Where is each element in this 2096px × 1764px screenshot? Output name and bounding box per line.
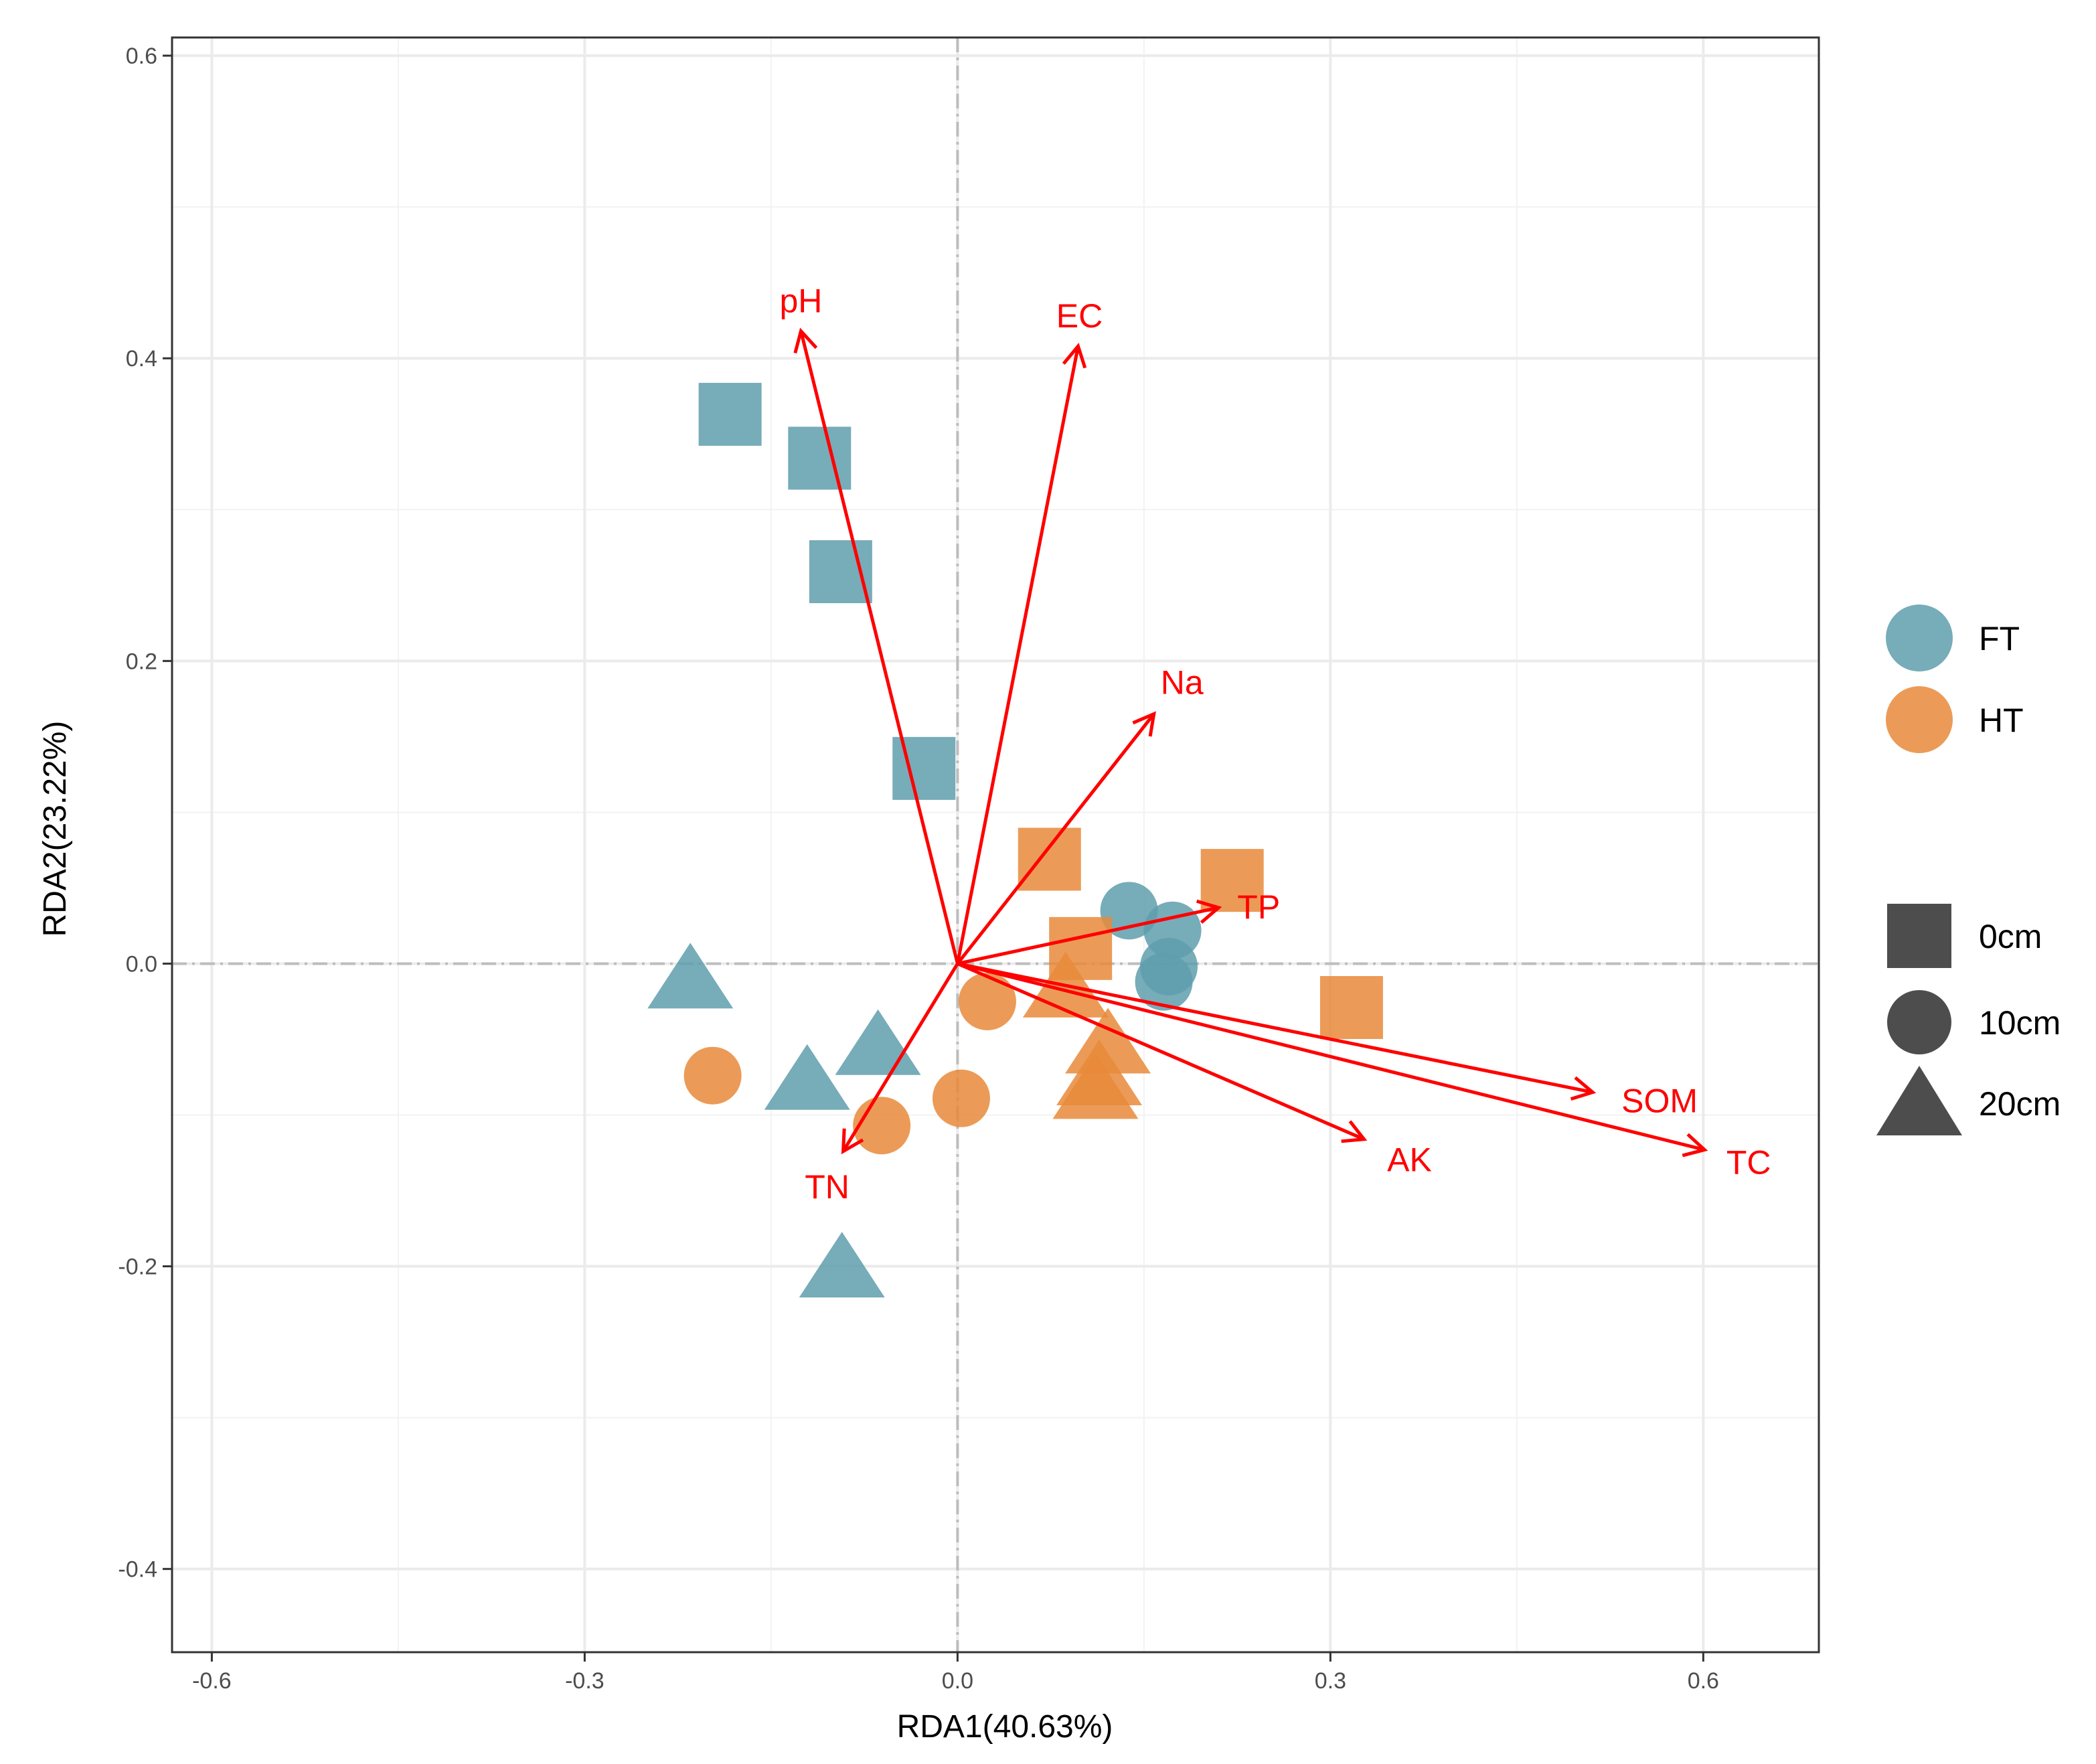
data-point-ft-10cm: [1135, 953, 1193, 1011]
vector-arrowhead-som: [1570, 1076, 1597, 1101]
x-tick-label: 0.0: [942, 1668, 973, 1694]
vector-arrowhead-ak: [1341, 1120, 1368, 1143]
vector-label-ak: AK: [1387, 1141, 1432, 1179]
legend-label-ft: FT: [1979, 620, 2020, 657]
panel-border: [171, 36, 1820, 1654]
data-point-ht-0cm: [1200, 849, 1264, 912]
vector-line-ph: [799, 330, 959, 965]
axes: -0.6 -0.3 0.0 0.3 0.6 -0.4 -0.2 0.0 0.2 0.4 0.6: [118, 36, 1820, 1694]
vector-label-tn: TN: [805, 1168, 850, 1206]
x-tick-label: -0.6: [192, 1668, 232, 1694]
legend-label-0cm: 0cm: [1979, 918, 2042, 955]
vector-line-ak: [957, 962, 1365, 1141]
legend-label-ht: HT: [1979, 702, 2024, 739]
vector-label-tc: TC: [1726, 1143, 1771, 1181]
data-point-ht-0cm: [1319, 976, 1383, 1040]
legend-key-10cm: [1887, 990, 1951, 1054]
vector-line-tp: [957, 906, 1219, 965]
data-point-ht-10cm: [932, 1069, 990, 1127]
y-axis-title: RDA2(23.22%): [37, 721, 73, 937]
vector-arrowhead-ph: [793, 327, 818, 354]
vector-arrowhead-tp: [1196, 899, 1222, 924]
data-point-ht-20cm: [1052, 1053, 1139, 1119]
data-point-ht-10cm: [853, 1097, 911, 1155]
y-tick-label: 0.2: [126, 649, 157, 674]
y-tick-label: 0.6: [126, 44, 157, 69]
legend-label-20cm: 20cm: [1979, 1085, 2061, 1123]
data-point-ft-0cm: [892, 736, 956, 800]
data-point-ft-0cm: [809, 540, 872, 603]
vector-line-tc: [957, 962, 1705, 1151]
data-point-ht-0cm: [1018, 827, 1081, 891]
vector-line-som: [957, 962, 1593, 1095]
data-point-ft-20cm: [799, 1232, 885, 1298]
legend-key-ht: [1886, 686, 1953, 753]
y-tick-label: 0.0: [126, 951, 157, 977]
vector-line-tn: [841, 963, 959, 1153]
plot-panel: pH EC Na TP SOM AK TC TN: [172, 37, 1819, 1652]
y-tick-label: 0.4: [126, 346, 157, 372]
data-point-ht-10cm: [958, 972, 1016, 1030]
vector-line-ec: [955, 345, 1080, 964]
data-point-ft-0cm: [788, 426, 852, 490]
vector-arrowhead-tc: [1682, 1133, 1708, 1157]
y-tick-label: -0.4: [118, 1557, 157, 1583]
vector-label-ec: EC: [1056, 297, 1103, 335]
y-tick-label: -0.2: [118, 1255, 157, 1280]
x-tick-label: -0.3: [565, 1668, 604, 1694]
vector-arrowhead-tn: [841, 1128, 864, 1155]
data-point-ft-0cm: [698, 382, 762, 446]
legend-key-ft: [1886, 605, 1953, 671]
legend-key-0cm: [1887, 904, 1951, 968]
data-point-ht-10cm: [683, 1046, 742, 1105]
data-point-ft-20cm: [647, 943, 734, 1009]
vector-line-na: [956, 712, 1155, 965]
vector-label-ph: pH: [779, 283, 822, 320]
data-point-ft-20cm: [764, 1044, 850, 1110]
panel-background: [172, 37, 1819, 1652]
legend: FT HT 0cm 10cm 20cm: [1876, 605, 2061, 1135]
vector-label-som: SOM: [1621, 1083, 1698, 1120]
x-tick-label: 0.3: [1315, 1668, 1346, 1694]
data-point-ht-20cm: [1065, 1008, 1151, 1074]
x-axis-title: RDA1(40.63%): [897, 1709, 1113, 1745]
vector-arrowhead-na: [1132, 711, 1156, 737]
vector-label-tp: TP: [1237, 888, 1280, 926]
env-vectors: pH EC Na TP SOM AK TC TN: [779, 283, 1771, 1206]
vector-arrowhead-ec: [1062, 343, 1087, 369]
legend-label-10cm: 10cm: [1979, 1004, 2061, 1042]
x-tick-label: 0.6: [1688, 1668, 1719, 1694]
legend-key-20cm: [1876, 1066, 1962, 1135]
vector-label-na: Na: [1161, 663, 1204, 701]
